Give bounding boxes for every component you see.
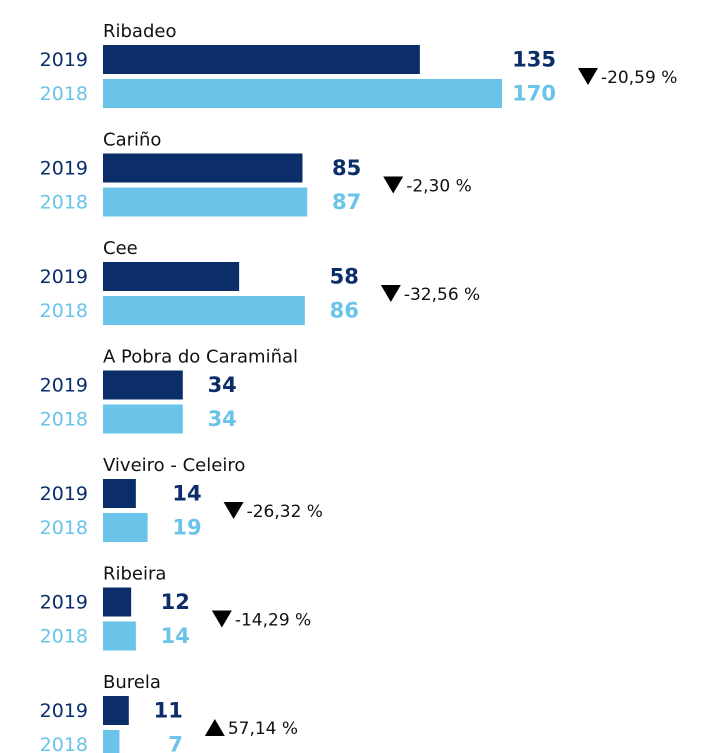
- bar: [103, 262, 240, 291]
- year-label: 2019: [40, 49, 88, 71]
- year-label: 2018: [40, 192, 88, 214]
- category-label: Cariño: [103, 130, 161, 151]
- year-label: 2018: [40, 300, 88, 322]
- change-label: -26,32 %: [247, 502, 323, 522]
- value-label: 11: [154, 699, 183, 723]
- change-label: -2,30 %: [406, 177, 472, 197]
- year-label: 2018: [40, 517, 88, 539]
- value-label: 58: [330, 265, 359, 289]
- value-label: 12: [161, 590, 190, 614]
- year-label: 2019: [40, 158, 88, 180]
- change-arrow: [211, 610, 232, 628]
- change-arrow: [577, 68, 598, 85]
- value-label: 86: [330, 299, 359, 323]
- change-arrow: [383, 176, 404, 194]
- year-label: 2019: [40, 592, 88, 614]
- category-label: Cee: [103, 238, 138, 259]
- category-label: Ribeira: [103, 564, 166, 585]
- year-label: 2019: [40, 483, 88, 505]
- change-label: -32,56 %: [404, 285, 480, 305]
- value-label: 170: [512, 82, 556, 106]
- value-label: 135: [512, 48, 556, 72]
- change-label: -14,29 %: [235, 611, 311, 631]
- change-label: -20,59 %: [601, 68, 677, 88]
- year-label: 2019: [40, 266, 88, 288]
- category-label: Viveiro - Celeiro: [103, 455, 245, 476]
- category-label: A Pobra do Caramiñal: [103, 347, 298, 368]
- bar: [103, 621, 136, 651]
- bar: [103, 587, 132, 617]
- value-label: 14: [161, 624, 190, 648]
- bar: [103, 79, 502, 108]
- year-label: 2018: [40, 626, 88, 648]
- bar: [103, 479, 136, 508]
- bar: [103, 404, 183, 434]
- bar: [103, 153, 303, 183]
- change-label: 57,14 %: [228, 719, 298, 739]
- change-arrow: [380, 285, 401, 302]
- bar: [103, 730, 120, 753]
- value-label: 85: [332, 156, 361, 180]
- bar: [103, 187, 308, 217]
- year-label: 2018: [40, 734, 88, 753]
- bar: [103, 513, 148, 542]
- category-label: Burela: [103, 672, 161, 693]
- year-label: 2019: [40, 375, 88, 397]
- change-arrow: [204, 719, 225, 736]
- value-label: 19: [172, 516, 201, 540]
- year-label: 2018: [40, 83, 88, 105]
- change-arrow: [223, 502, 244, 519]
- value-label: 34: [208, 373, 237, 397]
- category-label: Ribadeo: [103, 21, 176, 42]
- year-label: 2018: [40, 409, 88, 431]
- bar: [103, 696, 129, 725]
- value-label: 87: [332, 190, 361, 214]
- bar: [103, 45, 420, 74]
- value-label: 14: [172, 482, 201, 506]
- year-label: 2019: [40, 700, 88, 722]
- value-label: 34: [208, 407, 237, 431]
- bar: [103, 370, 183, 400]
- value-label: 7: [168, 733, 183, 753]
- bar: [103, 296, 305, 325]
